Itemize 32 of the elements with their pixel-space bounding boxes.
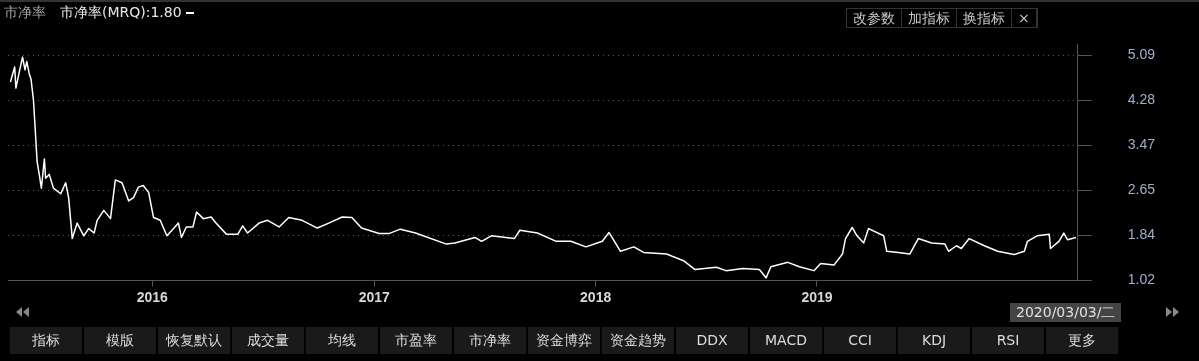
- text: 加指标: [902, 9, 957, 27]
- text: 恢复默认: [158, 327, 232, 354]
- text: 成交量: [232, 327, 306, 354]
- text: 市盈率: [380, 327, 454, 354]
- y-tick-label: 3.47: [1127, 135, 1156, 152]
- text: MACD: [750, 327, 824, 354]
- x-tick-label: 2018: [580, 288, 612, 305]
- y-tick-label: 5.09: [1127, 46, 1156, 63]
- y-tick-label: 2.65: [1127, 181, 1156, 198]
- text: ×: [1012, 9, 1037, 27]
- text: 换指标: [957, 9, 1012, 27]
- text: 均线: [306, 327, 380, 354]
- text: 更多: [1046, 327, 1120, 354]
- x-tick-label: 2016: [136, 288, 169, 305]
- text: RSI: [972, 327, 1046, 354]
- text: 改参数: [847, 9, 902, 27]
- legend-label: 市净率(MRQ):1.80: [60, 4, 182, 20]
- y-tick-label: 1.84: [1127, 226, 1156, 243]
- x-tick-label: 2017: [358, 288, 391, 305]
- chart-title: 市净率: [4, 4, 46, 22]
- text: 资金博弈: [528, 327, 602, 354]
- text: KDJ: [898, 327, 972, 354]
- text: CCI: [824, 327, 898, 354]
- text: 指标: [10, 327, 84, 354]
- text: 资金趋势: [602, 327, 676, 354]
- text: 2020/03/03/二: [1010, 303, 1122, 322]
- text: 模版: [84, 327, 158, 354]
- y-tick-label: 1.02: [1127, 271, 1156, 288]
- text: DDX: [676, 327, 750, 354]
- text: 市净率: [454, 327, 528, 354]
- x-tick-label: 2019: [801, 288, 833, 305]
- y-tick-label: 4.28: [1127, 91, 1156, 108]
